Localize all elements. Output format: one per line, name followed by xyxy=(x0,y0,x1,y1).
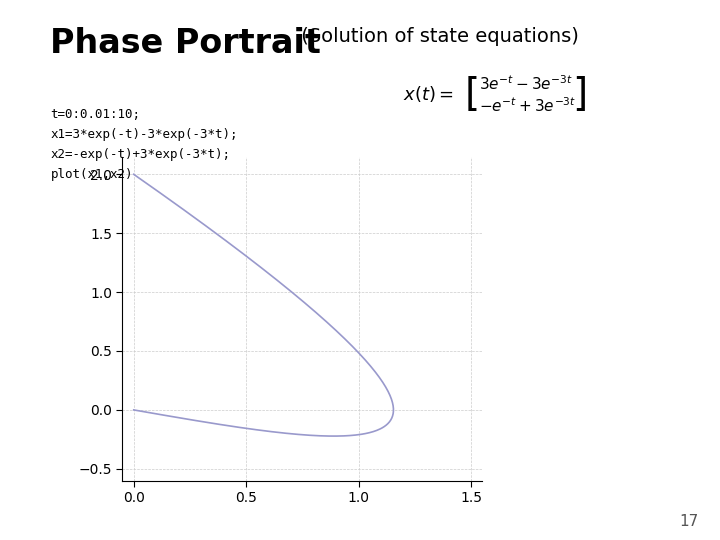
Text: $x(t) = $: $x(t) = $ xyxy=(403,84,454,105)
Text: t=0:0.01:10;
x1=3*exp(-t)-3*exp(-3*t);
x2=-exp(-t)+3*exp(-3*t);
plot(x1,x2): t=0:0.01:10; x1=3*exp(-t)-3*exp(-3*t); x… xyxy=(50,108,238,181)
Text: $\left[\right.$: $\left[\right.$ xyxy=(464,75,478,114)
Text: $3e^{-t} - 3e^{-3t}$: $3e^{-t} - 3e^{-3t}$ xyxy=(479,75,573,93)
Text: (Solution of state equations): (Solution of state equations) xyxy=(295,27,579,46)
Text: Phase Portrait: Phase Portrait xyxy=(50,27,321,60)
Text: $\left.\right]$: $\left.\right]$ xyxy=(572,75,586,114)
Text: 17: 17 xyxy=(679,514,698,529)
Text: $-e^{-t} + 3e^{-3t}$: $-e^{-t} + 3e^{-3t}$ xyxy=(479,96,576,114)
